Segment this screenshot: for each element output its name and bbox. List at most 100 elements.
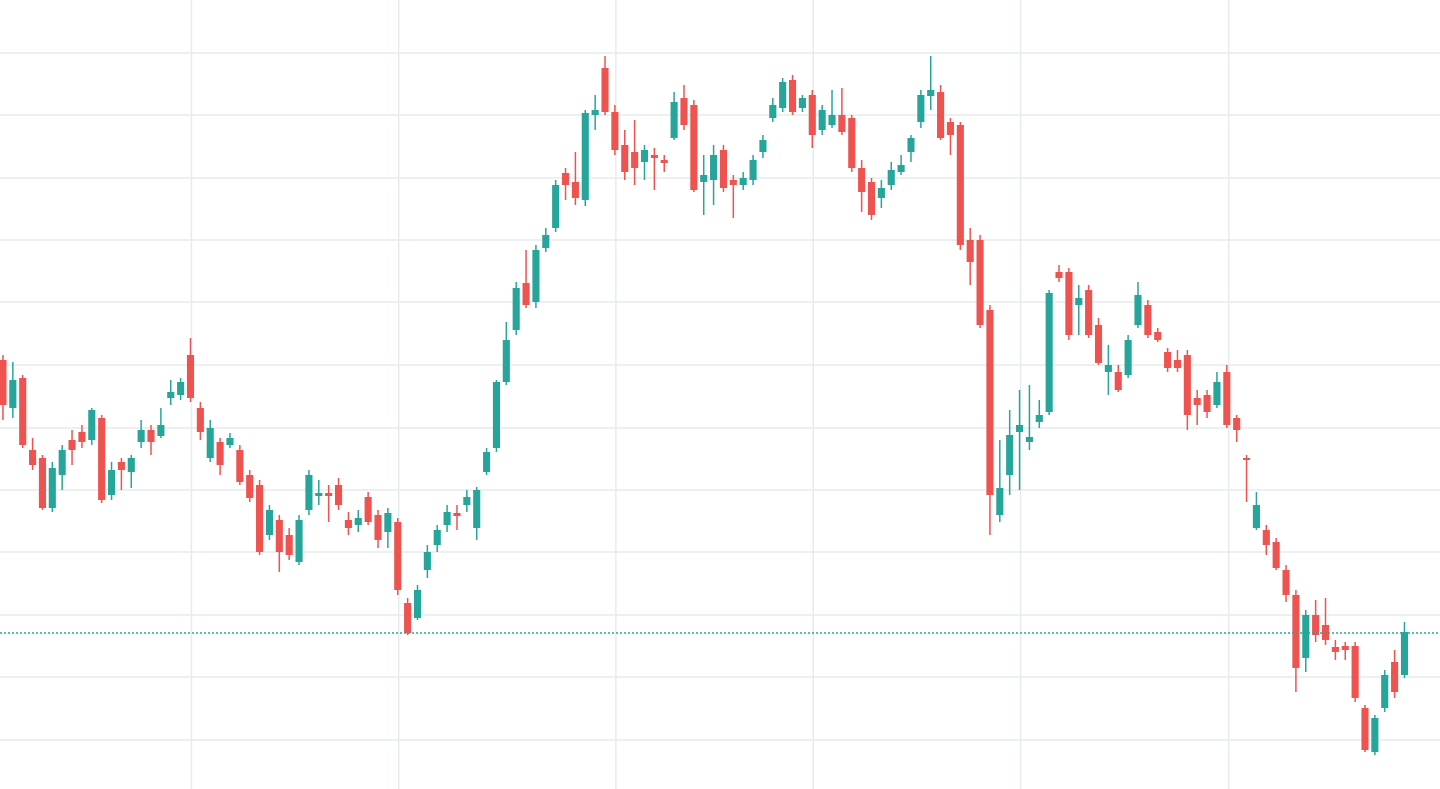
candle-body xyxy=(1173,360,1182,368)
candle-body xyxy=(98,418,106,500)
candle-body xyxy=(492,382,501,448)
candle-body xyxy=(867,182,876,215)
candle-body xyxy=(1006,435,1014,475)
candle-body xyxy=(700,175,708,182)
candle-body xyxy=(1341,646,1349,650)
candle-body xyxy=(779,82,787,108)
candle-body xyxy=(1302,615,1310,658)
candle-body xyxy=(1262,530,1270,545)
candle-body xyxy=(354,518,362,525)
candle-body xyxy=(838,115,846,132)
candle-body xyxy=(1292,595,1300,668)
candle-body xyxy=(1045,293,1053,412)
candle-body xyxy=(1242,458,1251,460)
candle-body xyxy=(1203,395,1211,412)
candle-body xyxy=(364,497,372,522)
candle-body xyxy=(19,378,27,445)
candle-body xyxy=(1183,355,1191,415)
candle-body xyxy=(58,450,66,475)
candle-body xyxy=(937,92,945,138)
candle-body xyxy=(581,113,589,200)
candle-body xyxy=(275,520,283,552)
candle-body xyxy=(1391,662,1399,692)
candle-body xyxy=(1154,332,1162,340)
candle-body xyxy=(186,355,195,398)
candle-body xyxy=(1193,398,1201,405)
candle-body xyxy=(710,155,718,180)
candle-body xyxy=(38,458,46,508)
candle-body xyxy=(216,442,224,465)
candle-body xyxy=(877,188,885,198)
candle-body xyxy=(177,382,185,395)
candle-body xyxy=(1331,647,1339,652)
candle-body xyxy=(749,160,757,180)
candle-body xyxy=(808,95,816,135)
candle-body xyxy=(334,485,343,505)
candle-body xyxy=(1252,505,1260,528)
candle-body xyxy=(384,513,392,532)
candle-body xyxy=(1371,718,1379,752)
candle-body xyxy=(1213,382,1221,405)
candle-body xyxy=(29,450,37,465)
candle-body xyxy=(404,603,412,633)
candle-body xyxy=(433,530,441,545)
candle-body xyxy=(127,458,135,472)
candle-body xyxy=(48,468,56,508)
candle-body xyxy=(1035,415,1043,422)
candle-body xyxy=(650,155,658,158)
candle-body xyxy=(157,425,165,436)
candle-body xyxy=(719,150,728,188)
candle-body xyxy=(285,535,293,555)
candle-body xyxy=(246,475,254,498)
candle-body xyxy=(206,428,214,458)
candle-body xyxy=(1282,570,1290,595)
candle-body xyxy=(1094,325,1103,363)
candle-body xyxy=(1233,418,1241,430)
candle-body xyxy=(305,475,313,510)
candle-body xyxy=(463,497,471,505)
candle-body xyxy=(561,173,570,185)
candle-body xyxy=(443,512,451,525)
candle-body xyxy=(690,105,698,190)
candle-body xyxy=(1351,646,1359,698)
candle-body xyxy=(907,138,915,152)
candle-body xyxy=(522,283,530,305)
candle-body xyxy=(394,522,402,590)
candle-body xyxy=(917,95,925,122)
candle-body xyxy=(818,110,826,130)
candle-body xyxy=(147,430,155,442)
candle-body xyxy=(167,392,175,398)
candle-body xyxy=(1361,708,1369,750)
candle-body xyxy=(976,240,984,325)
candle-body xyxy=(107,470,116,495)
candle-body xyxy=(117,462,125,470)
candle-body xyxy=(1104,365,1112,372)
candle-body xyxy=(1144,305,1152,335)
candle-body xyxy=(1055,272,1063,278)
candle-body xyxy=(1085,290,1093,335)
candle-body xyxy=(591,110,599,115)
candle-body xyxy=(226,438,234,445)
candle-body xyxy=(601,68,609,112)
candle-body xyxy=(512,288,520,330)
candle-body xyxy=(413,590,422,618)
candle-body xyxy=(729,180,737,185)
candle-body xyxy=(1025,437,1033,442)
candle-body xyxy=(542,235,550,248)
candle-body xyxy=(887,170,895,185)
candle-body xyxy=(1065,272,1073,335)
candle-body xyxy=(858,168,866,192)
candle-body xyxy=(927,90,935,96)
candle-body xyxy=(739,178,747,185)
candle-body xyxy=(640,150,649,162)
candle-body xyxy=(788,80,797,112)
candle-body xyxy=(660,160,668,163)
candle-body xyxy=(552,185,560,228)
candle-body xyxy=(680,98,688,125)
candle-body xyxy=(1075,298,1083,305)
candle-body xyxy=(1164,352,1172,368)
candle-body xyxy=(344,520,352,528)
candle-body xyxy=(897,165,905,172)
